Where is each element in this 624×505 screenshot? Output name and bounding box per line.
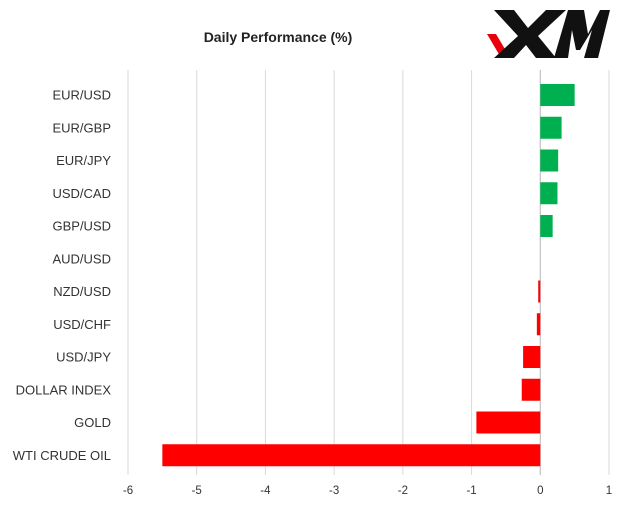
x-tick-label: -3	[329, 485, 339, 497]
bars	[162, 84, 575, 467]
x-tick-label: 0	[537, 485, 543, 497]
bar	[162, 444, 541, 467]
category-label: GOLD	[74, 415, 111, 430]
x-tick-label: -1	[466, 485, 476, 497]
xm-logo-m	[554, 10, 610, 58]
chart-title: Daily Performance (%)	[203, 29, 353, 45]
bar	[521, 378, 541, 401]
xm-logo	[487, 10, 610, 58]
category-label: USD/CHF	[53, 317, 111, 332]
category-label: NZD/USD	[53, 284, 111, 299]
category-label: GBP/USD	[52, 219, 111, 234]
category-label: USD/JPY	[56, 350, 111, 365]
category-label: AUD/USD	[52, 251, 111, 266]
bar	[540, 84, 575, 106]
bar	[540, 215, 553, 237]
x-tick-label: 1	[606, 485, 612, 497]
bar	[540, 116, 562, 139]
x-tick-label: -2	[398, 485, 408, 497]
bar	[476, 411, 541, 434]
bar	[536, 313, 541, 336]
category-label: EUR/JPY	[56, 153, 111, 168]
category-label: WTI CRUDE OIL	[13, 448, 111, 463]
x-tick-label: -6	[123, 485, 133, 497]
category-label: EUR/GBP	[52, 120, 111, 135]
category-label: USD/CAD	[52, 186, 111, 201]
category-labels: EUR/USD EUR/GBP EUR/JPY USD/CAD GBP/USD AUD/U…	[13, 88, 112, 463]
x-tick-labels: -6 -5 -4 -3 -2 -1 0 1	[123, 485, 612, 497]
category-label: EUR/USD	[52, 88, 111, 103]
bar	[538, 280, 541, 303]
x-tick-label: -5	[192, 485, 202, 497]
bar	[540, 182, 558, 205]
bar	[523, 346, 541, 368]
xm-logo-x	[494, 10, 566, 58]
bar	[540, 149, 559, 172]
x-tick-label: -4	[260, 485, 271, 497]
category-label: DOLLAR INDEX	[16, 382, 112, 397]
